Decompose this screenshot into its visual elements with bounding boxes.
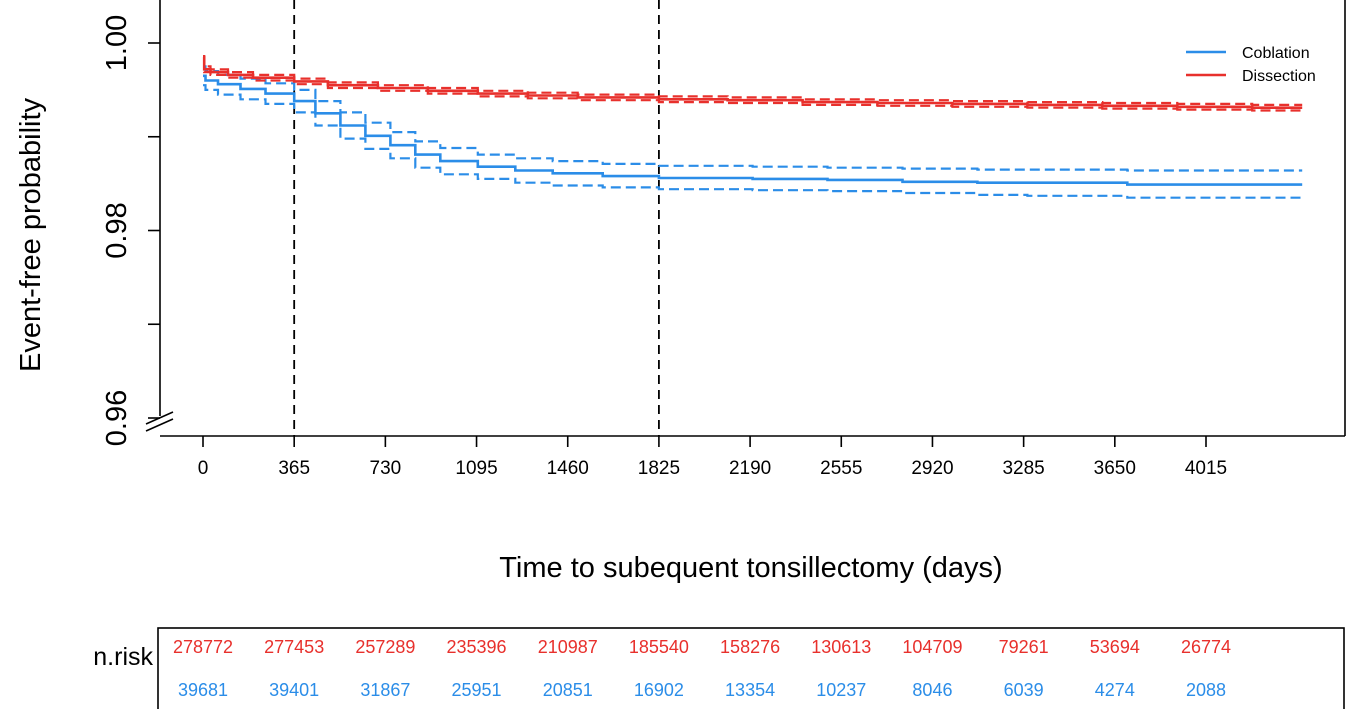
series-dissection-line bbox=[202, 55, 1303, 109]
series-coblation-upper-ci bbox=[203, 65, 1303, 172]
risk-table-frame bbox=[157, 627, 1345, 714]
risk-value-coblation: 20851 bbox=[543, 680, 593, 700]
x-axis-label: Time to subequent tonsillectomy (days) bbox=[499, 552, 1002, 584]
x-tick-label: 365 bbox=[278, 458, 310, 479]
x-tick-label: 1825 bbox=[638, 458, 680, 479]
x-tick-label: 1460 bbox=[547, 458, 589, 479]
x-tick-label: 3285 bbox=[1002, 458, 1044, 479]
risk-value-dissection: 53694 bbox=[1090, 637, 1140, 657]
risk-value-dissection: 130613 bbox=[811, 637, 871, 657]
risk-value-coblation: 39681 bbox=[178, 680, 228, 700]
x-tick-label: 4015 bbox=[1185, 458, 1227, 479]
risk-value-coblation: 16902 bbox=[634, 680, 684, 700]
risk-value-dissection: 185540 bbox=[629, 637, 689, 657]
x-tick-label: 1095 bbox=[455, 458, 497, 479]
risk-value-dissection: 26774 bbox=[1181, 637, 1231, 657]
y-tick-label: 1.00 bbox=[101, 15, 133, 71]
risk-value-coblation: 2088 bbox=[1186, 680, 1226, 700]
risk-value-coblation: 25951 bbox=[452, 680, 502, 700]
series-dissection-lower-ci bbox=[203, 56, 1303, 112]
risk-value-dissection: 257289 bbox=[355, 637, 415, 657]
legend-label-coblation: Coblation bbox=[1242, 45, 1310, 62]
risk-value-coblation: 31867 bbox=[360, 680, 410, 700]
axis-break-mark-2 bbox=[145, 418, 174, 432]
risk-value-dissection: 158276 bbox=[720, 637, 780, 657]
series-coblation-line bbox=[203, 74, 1303, 186]
x-tick-label: 3650 bbox=[1094, 458, 1136, 479]
series-dissection-upper-ci bbox=[203, 55, 1303, 106]
x-tick-label: 0 bbox=[198, 458, 209, 479]
risk-value-dissection: 104709 bbox=[902, 637, 962, 657]
risk-table-label: n.risk bbox=[93, 643, 153, 671]
risk-value-coblation: 6039 bbox=[1004, 680, 1044, 700]
y-axis-label: Event-free probability bbox=[15, 97, 47, 372]
risk-value-coblation: 13354 bbox=[725, 680, 775, 700]
legend-label-dissection: Dissection bbox=[1242, 68, 1316, 85]
x-tick-label: 2190 bbox=[729, 458, 771, 479]
x-tick-label: 2555 bbox=[820, 458, 862, 479]
risk-value-dissection: 79261 bbox=[999, 637, 1049, 657]
risk-value-coblation: 4274 bbox=[1095, 680, 1135, 700]
y-tick-label: 0.98 bbox=[101, 202, 133, 258]
risk-value-dissection: 278772 bbox=[173, 637, 233, 657]
risk-value-dissection: 235396 bbox=[447, 637, 507, 657]
risk-value-dissection: 210987 bbox=[538, 637, 598, 657]
risk-value-coblation: 10237 bbox=[816, 680, 866, 700]
risk-value-coblation: 8046 bbox=[912, 680, 952, 700]
x-tick-label: 2920 bbox=[911, 458, 953, 479]
risk-value-coblation: 39401 bbox=[269, 680, 319, 700]
x-tick-label: 730 bbox=[370, 458, 402, 479]
y-tick-label: 0.96 bbox=[101, 390, 133, 446]
risk-value-dissection: 277453 bbox=[264, 637, 324, 657]
